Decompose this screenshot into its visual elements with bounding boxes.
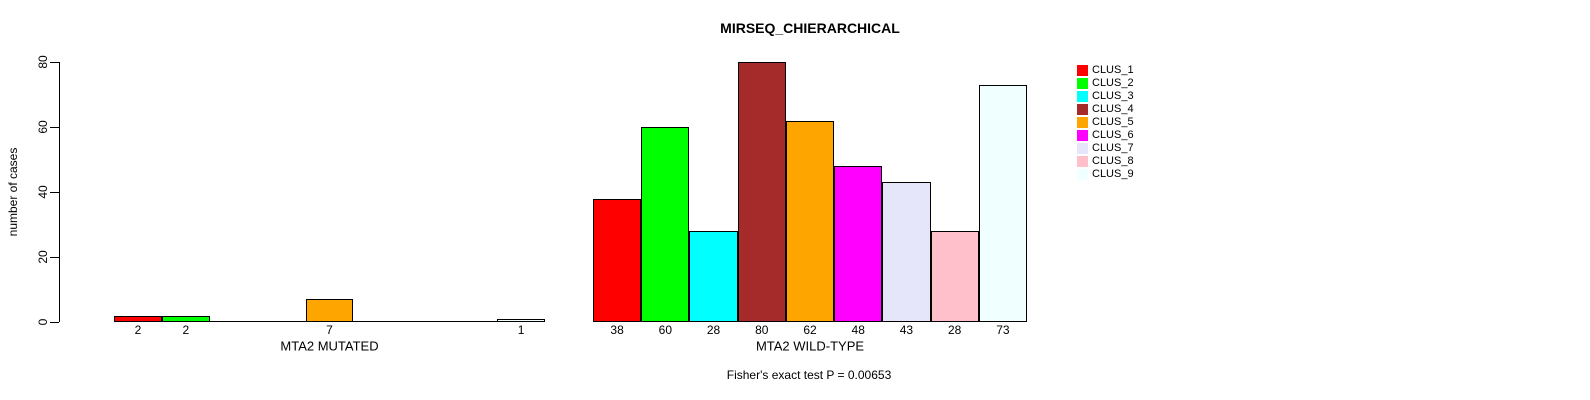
bar-CLUS_3	[689, 231, 738, 322]
bar-CLUS_2	[641, 127, 690, 322]
bar-value-label: 38	[610, 323, 624, 337]
bar-value-label: 2	[134, 323, 142, 337]
bar-value-label: 28	[947, 323, 962, 337]
y-axis-label: number of cases	[6, 147, 20, 237]
bar-value-label: 28	[706, 323, 721, 337]
bar-value-label: 1	[517, 323, 525, 337]
y-axis-tick	[50, 126, 59, 128]
legend-label: CLUS_7	[1092, 142, 1134, 154]
legend-swatch-CLUS_3	[1077, 90, 1088, 102]
x-axis-group-label-mutated: MTA2 MUTATED	[280, 338, 379, 354]
legend-label: CLUS_2	[1092, 77, 1134, 89]
y-axis-tick-label: 0	[36, 318, 50, 326]
y-axis-tick-label: 60	[36, 120, 50, 134]
legend-swatch-CLUS_5	[1077, 116, 1088, 128]
bar-CLUS_1	[593, 198, 642, 322]
bar-CLUS_5	[305, 299, 354, 322]
x-axis-group-label-wildtype: MTA2 WILD-TYPE	[755, 338, 865, 354]
legend-label: CLUS_8	[1092, 155, 1134, 167]
bar-CLUS_6	[834, 166, 883, 322]
y-axis-tick	[50, 256, 59, 258]
y-axis-tick-label: 40	[36, 185, 50, 199]
bar-value-label: 43	[899, 323, 914, 337]
legend-label: CLUS_6	[1092, 129, 1134, 141]
bar-CLUS_2	[161, 315, 210, 322]
chart-title: MIRSEQ_CHIERARCHICAL	[720, 20, 900, 36]
y-axis-line	[59, 62, 60, 322]
y-axis-tick	[50, 61, 59, 63]
legend-label: CLUS_5	[1092, 116, 1134, 128]
bar-value-label: 2	[182, 323, 190, 337]
bar-value-label: 80	[755, 323, 769, 337]
y-axis-tick	[50, 191, 59, 193]
bar-value-label: 7	[326, 323, 333, 337]
legend-label: CLUS_9	[1092, 168, 1134, 180]
y-axis-tick-label: 20	[36, 250, 50, 264]
bar-value-label: 60	[658, 323, 673, 337]
bar-CLUS_9	[978, 84, 1027, 322]
bar-CLUS_7	[882, 182, 931, 322]
bar-CLUS_8	[930, 231, 979, 322]
y-axis-tick-label: 80	[36, 55, 50, 69]
bar-CLUS_5	[785, 120, 835, 322]
bar-value-label: 62	[803, 323, 817, 337]
legend-swatch-CLUS_8	[1077, 155, 1088, 167]
bar-CLUS_9	[497, 318, 545, 322]
legend-label: CLUS_3	[1092, 90, 1134, 102]
bar-CLUS_4	[737, 62, 786, 322]
bar-CLUS_1	[114, 315, 162, 322]
y-axis-tick	[50, 321, 59, 323]
legend-swatch-CLUS_2	[1077, 77, 1088, 89]
legend-swatch-CLUS_7	[1077, 142, 1088, 154]
annotation-fisher-test: Fisher's exact test P = 0.00653	[726, 368, 892, 382]
legend-swatch-CLUS_6	[1077, 129, 1088, 141]
legend-label: CLUS_4	[1092, 103, 1134, 115]
legend-swatch-CLUS_9	[1077, 168, 1088, 180]
bar-value-label: 48	[851, 323, 865, 337]
legend-swatch-CLUS_4	[1077, 103, 1088, 115]
legend-label: CLUS_1	[1092, 64, 1134, 76]
bar-value-label: 73	[996, 323, 1010, 337]
legend-swatch-CLUS_1	[1077, 64, 1088, 76]
